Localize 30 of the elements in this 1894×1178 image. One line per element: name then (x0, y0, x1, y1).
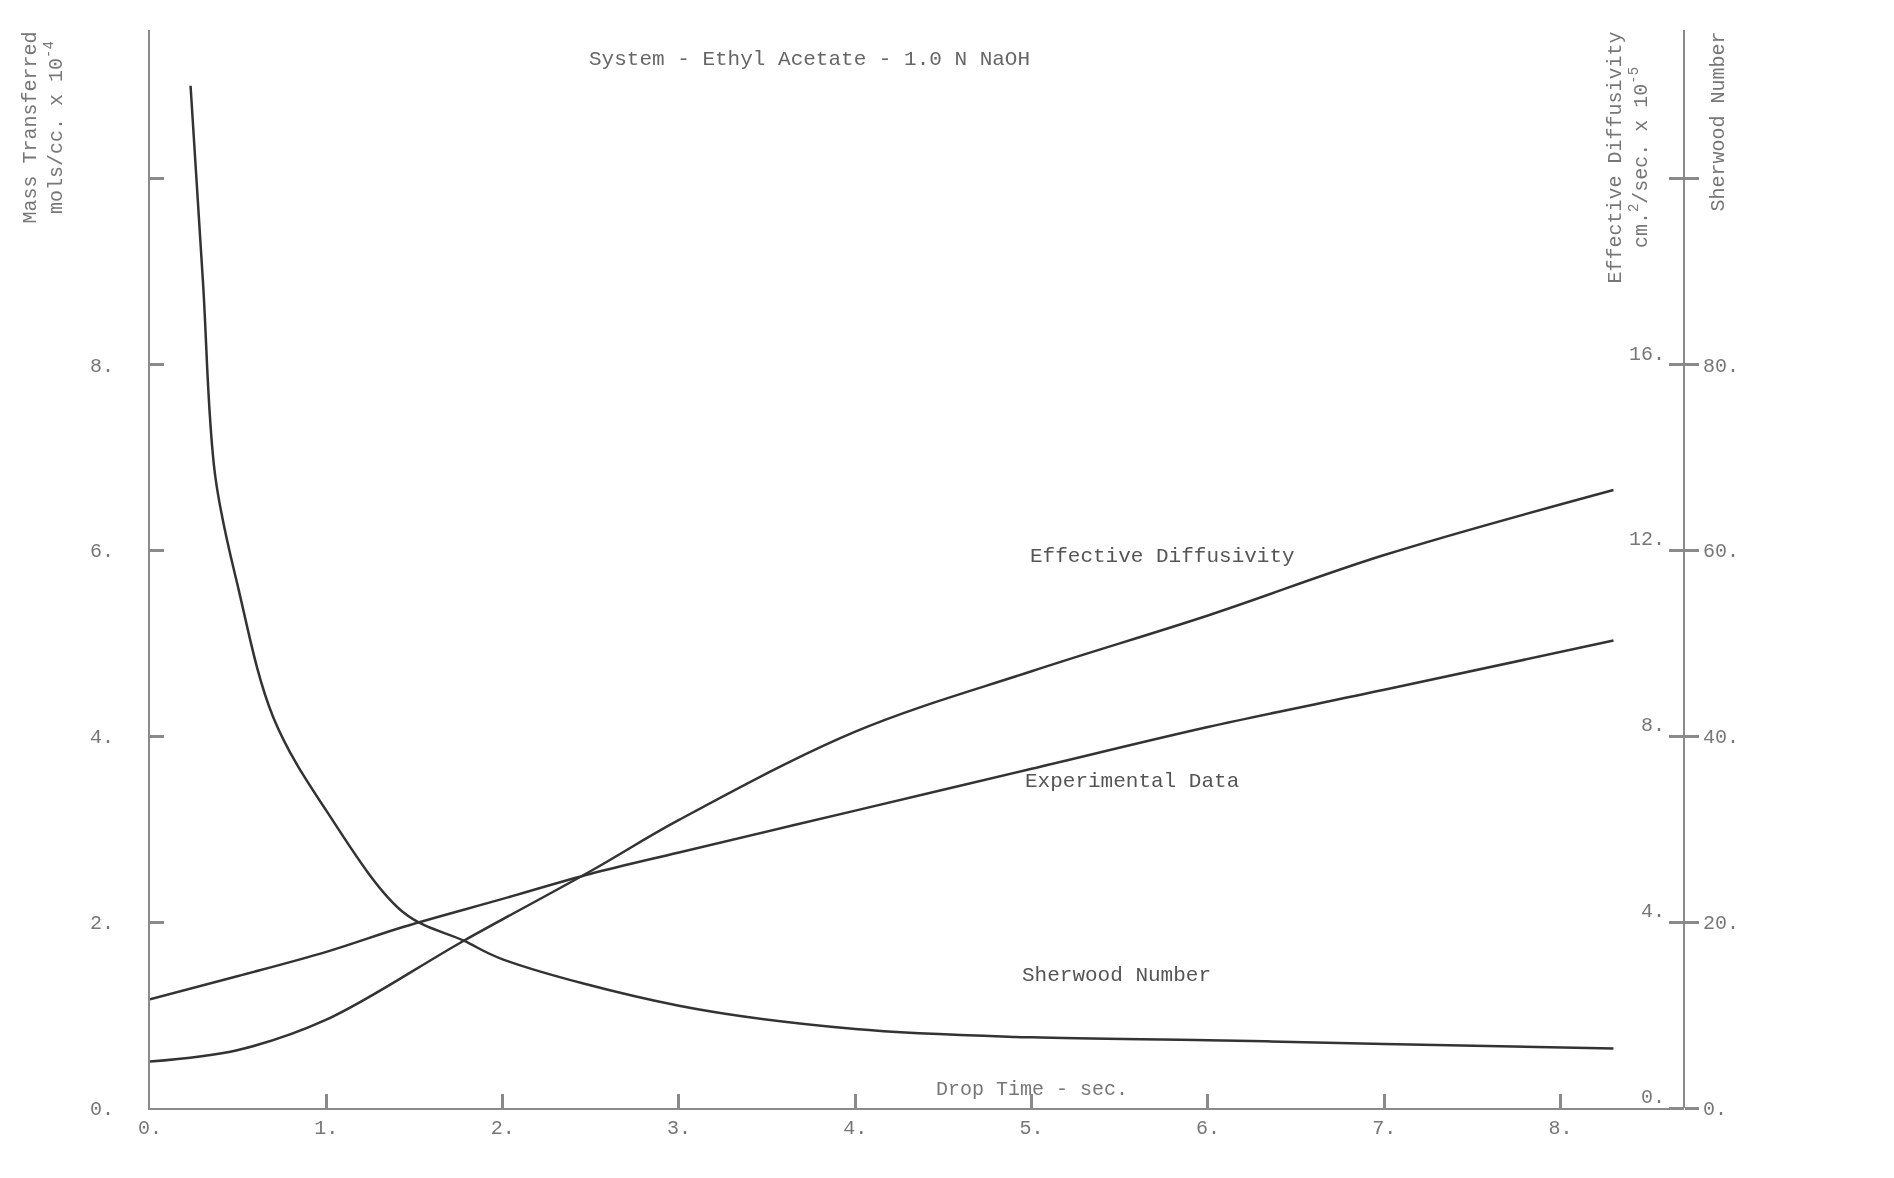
x-tick-label: 8. (1548, 1117, 1573, 1140)
x-tick-label: 1. (314, 1117, 339, 1140)
y-tick-label: 2. (89, 912, 114, 936)
x-tick-label: 2. (490, 1117, 515, 1140)
y2-tick-label: 12. (1628, 528, 1665, 552)
y2-tick-label: 4. (1640, 900, 1665, 924)
y3-axis-title: Sherwood Number (1706, 31, 1730, 212)
x-tick-label: 5. (1019, 1117, 1044, 1140)
text: System - Ethyl Acetate - 1.0 N NaOH (589, 48, 1031, 71)
annotation: Effective Diffusivity (1030, 545, 1295, 568)
x-tick-label: 0. (137, 1117, 163, 1140)
y2-tick-label: 16. (1628, 342, 1665, 366)
y3-tick-label: 60. (1703, 540, 1740, 564)
y-tick-label: 8. (89, 354, 114, 378)
x-tick-label: 6. (1195, 1117, 1220, 1140)
y-tick-label: 6. (89, 540, 114, 564)
x-axis-title: Drop Time - sec. (936, 1078, 1129, 1101)
x-tick-label: 7. (1372, 1117, 1397, 1140)
y2-tick-label: 8. (1640, 714, 1665, 738)
y3-tick-label: 40. (1703, 726, 1740, 750)
y3-tick-label: 20. (1703, 912, 1740, 936)
y3-tick-label: 0. (1703, 1098, 1728, 1121)
y2-tick-label: 0. (1640, 1086, 1665, 1109)
annotation: Sherwood Number (1022, 964, 1212, 987)
y3-tick-label: 80. (1703, 354, 1740, 378)
x-tick-label: 3. (666, 1117, 691, 1140)
y-tick-label: 0. (89, 1098, 114, 1121)
x-tick-label: 4. (843, 1117, 868, 1140)
y-tick-label: 4. (89, 726, 114, 750)
annotation: Experimental Data (1025, 770, 1240, 793)
